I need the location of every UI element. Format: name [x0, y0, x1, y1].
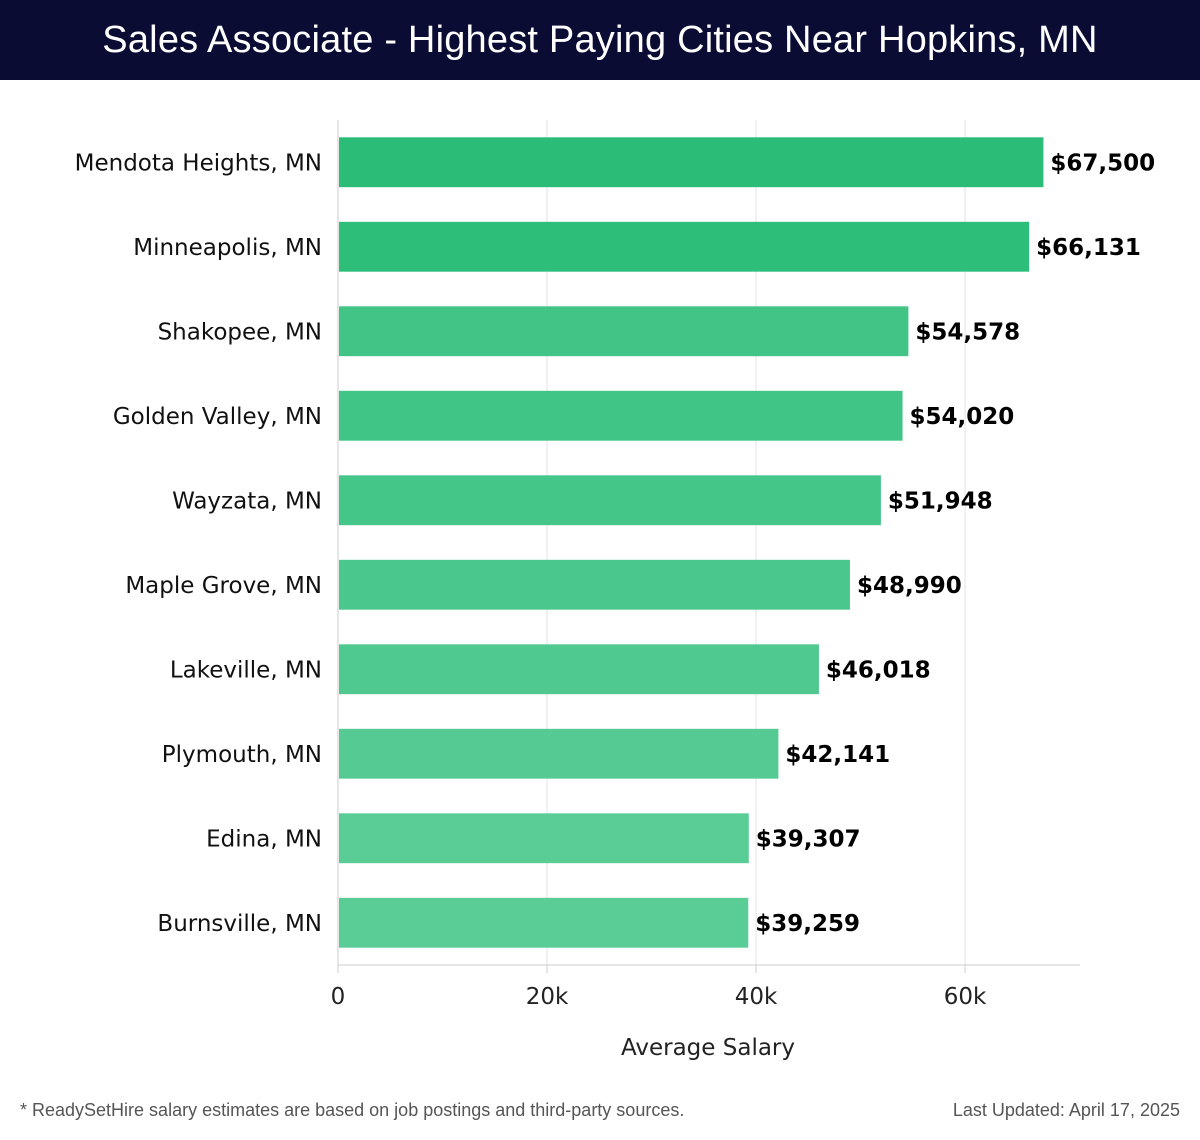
- x-axis-title: Average Salary: [621, 1035, 795, 1061]
- bar: [339, 813, 749, 864]
- y-category-label: Edina, MN: [206, 826, 322, 852]
- last-updated: Last Updated: April 17, 2025: [952, 1100, 1180, 1120]
- bar-value-label: $54,578: [915, 319, 1020, 345]
- bar-value-label: $39,259: [755, 911, 860, 937]
- bar: [339, 644, 819, 695]
- bar: [339, 390, 903, 441]
- y-category-label: Golden Valley, MN: [113, 404, 322, 430]
- y-category-label: Lakeville, MN: [170, 657, 322, 683]
- bar: [339, 137, 1044, 188]
- x-axis: 0 20k 40k 60k Mendota Heights, MN Minneapolis…: [75, 120, 1080, 1010]
- bars: $67,500 $66,131 $54,578 $54,020 $51,948 $48,9…: [339, 137, 1155, 948]
- bar-value-label: $54,020: [910, 404, 1015, 430]
- y-category-label: Shakopee, MN: [158, 319, 322, 345]
- y-category-label: Mendota Heights, MN: [75, 150, 322, 176]
- bar-value-label: $66,131: [1036, 235, 1141, 261]
- bar-value-label: $42,141: [785, 742, 890, 768]
- bar-value-label: $67,500: [1050, 150, 1155, 176]
- bar: [339, 221, 1030, 272]
- bar-value-label: $46,018: [826, 657, 931, 683]
- bar-value-label: $48,990: [857, 573, 962, 599]
- x-tick-label: 0: [331, 984, 346, 1010]
- bar-value-label: $51,948: [888, 488, 993, 514]
- y-category-label: Minneapolis, MN: [133, 235, 322, 261]
- bar: [339, 475, 881, 526]
- x-tick-label: 40k: [735, 984, 778, 1010]
- bar: [339, 559, 850, 610]
- y-category-label: Burnsville, MN: [157, 911, 322, 937]
- chart-header: Sales Associate - Highest Paying Cities …: [0, 0, 1200, 80]
- y-category-label: Wayzata, MN: [172, 488, 322, 514]
- bar-chart: $67,500 $66,131 $54,578 $54,020 $51,948 $48,9…: [75, 120, 1155, 1061]
- chart-title: Sales Associate - Highest Paying Cities …: [102, 18, 1098, 61]
- bar: [339, 728, 779, 779]
- bar: [339, 897, 749, 948]
- x-tick-label: 60k: [944, 984, 987, 1010]
- y-category-label: Maple Grove, MN: [125, 573, 322, 599]
- y-category-label: Plymouth, MN: [162, 742, 322, 768]
- bar: [339, 306, 909, 357]
- x-tick-label: 20k: [526, 984, 569, 1010]
- bar-value-label: $39,307: [756, 826, 861, 852]
- footer-note: * ReadySetHire salary estimates are base…: [20, 1100, 685, 1120]
